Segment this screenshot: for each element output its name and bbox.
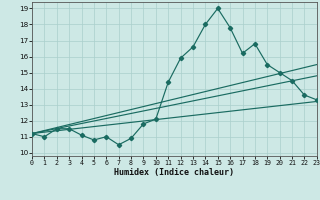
X-axis label: Humidex (Indice chaleur): Humidex (Indice chaleur) xyxy=(115,168,234,177)
